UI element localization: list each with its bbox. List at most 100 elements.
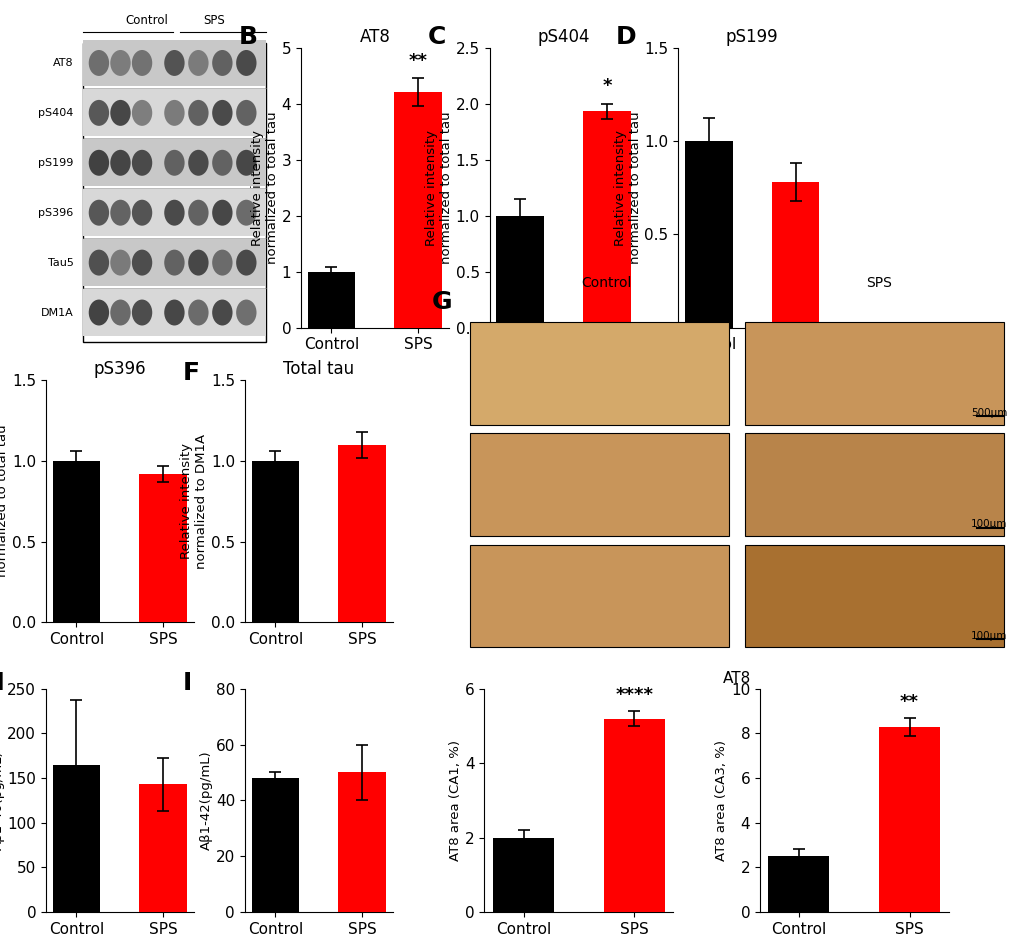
Bar (338, 445, 385, 622)
Ellipse shape (164, 250, 184, 276)
Y-axis label: AT8 area (CA1, %): AT8 area (CA1, %) (448, 740, 462, 861)
Ellipse shape (110, 50, 130, 76)
Text: I: I (182, 671, 192, 694)
Text: 500μm: 500μm (970, 408, 1006, 418)
Ellipse shape (189, 150, 208, 176)
Ellipse shape (131, 299, 152, 326)
Ellipse shape (189, 100, 208, 125)
Bar (140, 474, 186, 622)
Ellipse shape (189, 50, 208, 76)
Ellipse shape (164, 200, 184, 226)
Bar (84, 289, 265, 336)
Ellipse shape (110, 100, 130, 125)
Bar (603, 718, 664, 912)
Ellipse shape (131, 50, 152, 76)
Text: B: B (238, 25, 258, 49)
Text: *: * (601, 77, 611, 95)
Ellipse shape (236, 299, 256, 326)
Ellipse shape (236, 150, 256, 176)
Text: F: F (182, 361, 200, 385)
Ellipse shape (164, 150, 184, 176)
Bar (84, 43, 265, 342)
Title: pS404: pS404 (537, 28, 589, 46)
Text: ****: **** (614, 687, 652, 704)
Y-axis label: Relative intensity
normalized to total tau: Relative intensity normalized to total t… (0, 425, 9, 578)
Bar (84, 40, 265, 86)
Bar (583, 111, 630, 328)
Ellipse shape (89, 50, 109, 76)
Ellipse shape (89, 250, 109, 276)
Text: **: ** (409, 52, 427, 70)
Y-axis label: Aβ1-40(pg/mL): Aβ1-40(pg/mL) (0, 750, 4, 850)
Text: C: C (427, 25, 445, 49)
Text: Control: Control (125, 14, 168, 28)
Ellipse shape (212, 150, 232, 176)
Ellipse shape (164, 50, 184, 76)
Text: DM1A: DM1A (41, 308, 73, 317)
Bar (496, 216, 543, 328)
Y-axis label: Relative intensity
normalized to total tau: Relative intensity normalized to total t… (251, 111, 278, 264)
Bar (84, 140, 265, 186)
Text: SPS: SPS (865, 276, 891, 290)
Bar (771, 182, 818, 328)
Text: Control: Control (580, 276, 631, 290)
Ellipse shape (189, 299, 208, 326)
Text: H: H (0, 671, 5, 694)
Bar (252, 778, 299, 912)
Bar (394, 92, 441, 328)
Ellipse shape (236, 50, 256, 76)
Ellipse shape (212, 250, 232, 276)
Ellipse shape (236, 100, 256, 125)
Bar (469, 544, 728, 647)
Ellipse shape (89, 100, 109, 125)
Bar (53, 765, 100, 912)
Bar (685, 141, 732, 328)
Ellipse shape (89, 299, 109, 326)
Ellipse shape (189, 250, 208, 276)
Text: Tau5: Tau5 (48, 257, 73, 268)
Bar (338, 772, 385, 912)
Bar (140, 785, 186, 912)
Text: D: D (615, 25, 636, 49)
Bar (84, 239, 265, 286)
Text: SPS: SPS (203, 14, 224, 28)
Text: AT8: AT8 (722, 671, 750, 686)
Ellipse shape (131, 100, 152, 125)
Ellipse shape (110, 299, 130, 326)
Bar (878, 727, 940, 912)
Ellipse shape (236, 200, 256, 226)
Text: AT8: AT8 (53, 58, 73, 68)
Bar (308, 272, 355, 328)
Y-axis label: AT8 area (CA3, %): AT8 area (CA3, %) (714, 740, 728, 861)
Ellipse shape (110, 150, 130, 176)
Y-axis label: Relative intensity
normalized to total tau: Relative intensity normalized to total t… (425, 111, 452, 264)
Ellipse shape (212, 200, 232, 226)
Ellipse shape (89, 150, 109, 176)
Bar (767, 856, 828, 912)
Ellipse shape (131, 250, 152, 276)
Bar (745, 322, 1004, 425)
Ellipse shape (189, 200, 208, 226)
Title: pS199: pS199 (726, 28, 777, 46)
Title: pS396: pS396 (94, 360, 146, 378)
Ellipse shape (164, 100, 184, 125)
Y-axis label: Relative intensity
normalized to total tau: Relative intensity normalized to total t… (613, 111, 641, 264)
Text: **: ** (899, 694, 918, 711)
Ellipse shape (131, 150, 152, 176)
Ellipse shape (110, 250, 130, 276)
Ellipse shape (164, 299, 184, 326)
Bar (469, 322, 728, 425)
Ellipse shape (131, 200, 152, 226)
Bar (745, 544, 1004, 647)
Text: pS396: pS396 (39, 208, 73, 218)
Bar (252, 461, 299, 622)
Bar (84, 89, 265, 136)
Text: G: G (431, 290, 451, 314)
Text: pS199: pS199 (39, 158, 73, 168)
Text: 100μm: 100μm (970, 631, 1006, 640)
Ellipse shape (212, 50, 232, 76)
Y-axis label: Relative intensity
normalized to DM1A: Relative intensity normalized to DM1A (180, 433, 208, 569)
Bar (745, 433, 1004, 536)
Text: 100μm: 100μm (970, 520, 1006, 529)
Ellipse shape (212, 100, 232, 125)
